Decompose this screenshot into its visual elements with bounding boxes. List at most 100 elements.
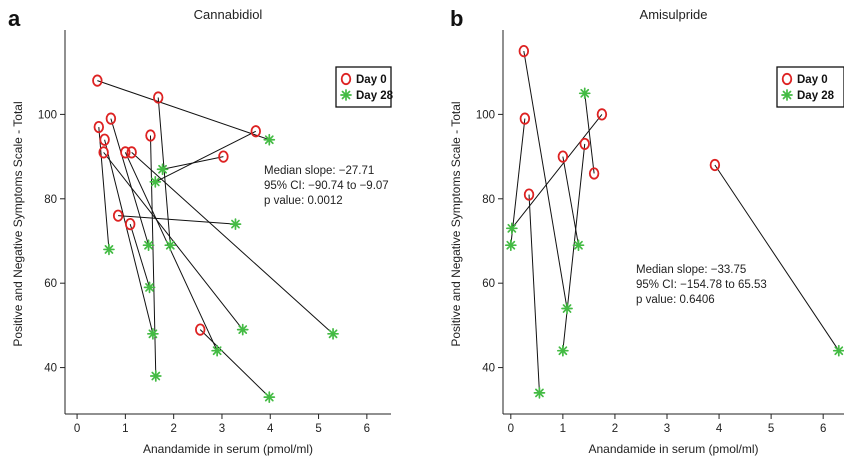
day0-point — [588, 167, 600, 180]
day28-point — [236, 323, 249, 336]
day0-point — [519, 112, 531, 125]
day28-point — [561, 302, 573, 315]
x-tick-label: 6 — [820, 423, 826, 435]
stats-annotation: 95% CI: −154.78 to 65.53 — [636, 279, 767, 291]
day28-point — [156, 163, 169, 176]
x-tick-label: 0 — [74, 423, 80, 435]
day0-point — [218, 150, 229, 163]
pair-line — [103, 152, 244, 330]
day0-point — [579, 137, 590, 151]
y-axis-label: Positive and Negative Symptoms Scale - T… — [11, 101, 25, 346]
pair-line — [162, 156, 224, 170]
day0-point — [557, 150, 569, 163]
day0-point — [523, 188, 535, 201]
stats-annotation: Median slope: −27.71 — [264, 165, 374, 177]
x-tick-label: 4 — [267, 423, 274, 435]
day28-point — [147, 327, 159, 340]
day0-point — [112, 209, 124, 222]
pair-line — [131, 152, 334, 335]
day0-point — [195, 323, 206, 336]
day0-point — [250, 125, 261, 138]
day0-point — [92, 74, 103, 87]
day0-point — [145, 129, 156, 142]
x-tick-label: 3 — [664, 423, 670, 435]
x-tick-label: 1 — [122, 423, 128, 435]
y-tick-label: 60 — [482, 278, 495, 290]
day28-point — [504, 239, 517, 252]
day28-point — [229, 218, 242, 230]
stats-annotation: 95% CI: −90.74 to −9.07 — [264, 180, 389, 192]
x-axis-label: Anandamide in serum (pmol/ml) — [143, 442, 313, 456]
day0-point — [709, 158, 721, 172]
legend: Day 0 Day 28 — [776, 66, 844, 108]
y-tick-label: 100 — [38, 109, 57, 121]
day28-point — [143, 281, 156, 294]
y-tick-label: 40 — [44, 363, 57, 375]
x-tick-label: 4 — [716, 423, 723, 435]
y-tick-label: 80 — [44, 194, 57, 206]
day0-point — [126, 146, 137, 159]
pair-line — [584, 93, 595, 174]
pair-line — [118, 215, 236, 225]
pair-line — [110, 118, 150, 246]
x-tick-label: 5 — [768, 423, 774, 435]
day28-point — [832, 344, 844, 357]
pair-line — [98, 127, 110, 250]
chart-title: Amisulpride — [640, 7, 708, 22]
day0-point — [518, 44, 530, 58]
day28-point — [533, 387, 546, 399]
legend-asterisk-icon — [340, 89, 352, 101]
day28-point — [263, 391, 276, 403]
chart-title: Cannabidiol — [194, 7, 263, 22]
pair-lines — [510, 51, 840, 393]
legend-label: Day 0 — [356, 74, 387, 86]
legend-circle-icon — [340, 72, 352, 86]
pair-line — [510, 118, 526, 246]
day0-point — [99, 133, 110, 146]
pair-line — [124, 152, 218, 351]
day0-point — [153, 91, 164, 104]
day0-point — [98, 146, 109, 159]
y-axis-label: Positive and Negative Symptoms Scale - T… — [449, 101, 463, 346]
day28-point — [263, 133, 276, 146]
legend: Day 0 Day 28 — [335, 66, 394, 108]
day0-point — [105, 112, 117, 125]
pair-line — [714, 164, 840, 351]
day0-point — [124, 218, 136, 231]
pair-line — [562, 156, 579, 246]
day28-point — [557, 344, 569, 357]
x-tick-label: 2 — [170, 423, 176, 435]
legend-label: Day 0 — [797, 74, 828, 86]
panel-letter: b — [450, 6, 463, 31]
day28-point — [164, 239, 177, 252]
stats-annotation: p value: 0.6406 — [636, 294, 715, 306]
legend-asterisk-icon — [781, 89, 793, 101]
series-day-28 — [103, 133, 339, 403]
day28-point — [103, 243, 115, 256]
day28-point — [506, 222, 518, 235]
x-tick-label: 6 — [364, 423, 370, 435]
panel-letter: a — [8, 6, 21, 31]
panel-a: a Cannabidiol 0 1 2 3 4 5 6 40 60 80 100 Anandamide i… — [8, 6, 394, 456]
x-tick-label: 1 — [560, 423, 566, 435]
pair-line — [528, 194, 540, 393]
stats-annotation: Median slope: −33.75 — [636, 264, 746, 276]
x-tick-label: 0 — [508, 423, 514, 435]
day28-point — [149, 176, 162, 188]
x-tick-label: 2 — [612, 423, 618, 435]
pair-line — [562, 143, 586, 351]
pair-lines — [97, 80, 334, 398]
legend-circle-icon — [781, 72, 793, 86]
day28-point — [142, 239, 155, 252]
pair-line — [97, 80, 270, 141]
pair-line — [104, 139, 154, 334]
day28-point — [149, 370, 162, 382]
pair-line — [199, 329, 270, 398]
legend-label: Day 28 — [797, 90, 835, 102]
pair-line — [155, 130, 256, 183]
day28-point — [578, 87, 591, 100]
y-tick-label: 100 — [476, 109, 495, 121]
day28-point — [327, 327, 339, 340]
x-tick-label: 5 — [315, 423, 321, 435]
